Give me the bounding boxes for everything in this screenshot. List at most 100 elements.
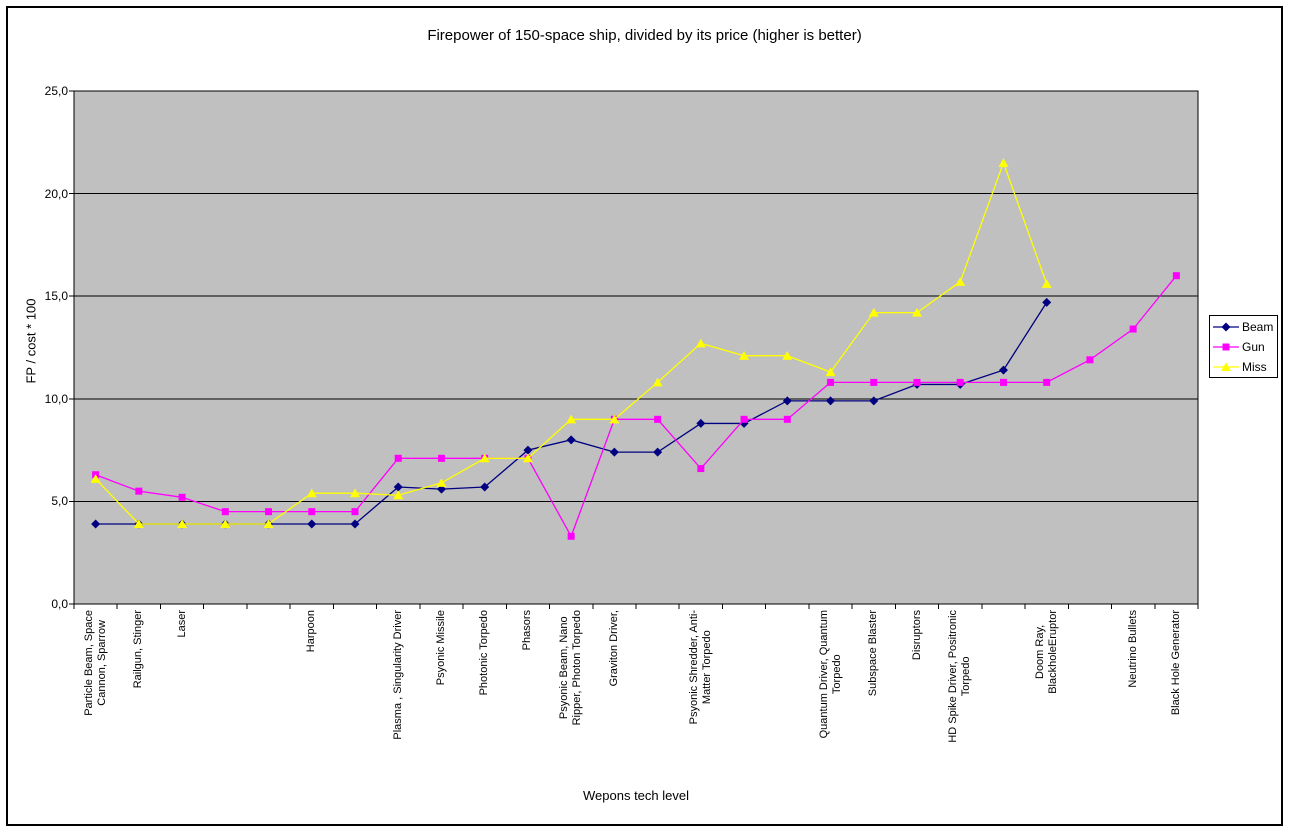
miss-data-point-marker [609, 414, 620, 424]
gun-legend-marker [1222, 343, 1230, 350]
gun-data-point-marker [567, 532, 575, 540]
legend-item-beam: Beam [1210, 317, 1277, 337]
beam-data-point-marker [350, 519, 360, 529]
gun-data-point-marker [265, 508, 273, 516]
miss-data-point-marker [868, 307, 879, 317]
x-category-label: Particle Beam, Space Cannon, Sparrow [82, 610, 108, 716]
chart-title: Firepower of 150-space ship, divided by … [427, 27, 862, 44]
x-category-label: Railgun, Stinger [132, 610, 145, 689]
miss-legend-marker-icon [1213, 361, 1239, 371]
y-axis-title: FP / cost * 100 [23, 298, 39, 384]
miss-data-point-marker [133, 519, 144, 528]
y-tick-label: 20,0 [44, 186, 68, 201]
gun-legend-marker-icon [1213, 343, 1239, 350]
x-category-label: Photonic Torpedo [478, 610, 491, 696]
miss-data-point-marker [306, 488, 317, 498]
gun-data-point-marker [827, 378, 835, 386]
beam-data-point-marker [480, 482, 490, 492]
x-category-label: Psyonic Beam, Nano Ripper, Photon Torpedo [558, 610, 584, 726]
miss-data-point-marker [393, 490, 404, 500]
miss-data-point-marker [998, 158, 1009, 167]
gun-data-point-marker [135, 487, 143, 495]
legend-label: Miss [1242, 359, 1267, 374]
beam-data-point-marker [998, 365, 1008, 375]
x-category-label: Subspace Blaster [867, 610, 880, 697]
y-tick-label: 15,0 [44, 289, 68, 304]
x-category-label: Neutrino Bullets [1126, 610, 1139, 688]
gun-data-point-marker [1129, 325, 1137, 333]
miss-legend-marker [1221, 361, 1231, 371]
miss-data-point-marker [566, 414, 577, 424]
gun-data-point-marker [308, 508, 316, 516]
gun-data-point-marker [221, 508, 229, 516]
beam-data-point-marker [393, 482, 403, 492]
miss-data-point-marker [739, 351, 750, 360]
gun-data-point-marker [697, 465, 705, 473]
beam-data-point-marker [566, 435, 576, 445]
x-category-label: Psyonic Shredder, Anti- Matter Torpedo [687, 610, 713, 725]
gun-data-point-marker [999, 378, 1007, 386]
series-miss [90, 158, 1052, 528]
miss-data-point-marker [177, 519, 188, 528]
x-category-label: Harpoon [305, 610, 318, 653]
gun-data-point-marker [913, 378, 921, 386]
y-tick-label: 5,0 [51, 494, 68, 509]
miss-data-point-marker [695, 338, 706, 348]
gun-data-point-marker [870, 378, 878, 386]
gun-data-point-marker [1043, 378, 1051, 386]
gun-data-point-marker [783, 415, 791, 423]
x-category-label: Laser [175, 610, 188, 638]
miss-data-point-marker [220, 519, 231, 528]
beam-data-point-marker [653, 447, 663, 457]
x-axis-title: Wepons tech level [583, 788, 689, 803]
gun-data-point-marker [351, 508, 359, 516]
beam-legend-marker-icon [1213, 322, 1239, 331]
miss-data-point-marker [955, 277, 966, 286]
miss-data-point-marker [522, 453, 533, 463]
gun-data-point-marker [956, 378, 964, 386]
miss-data-point-marker [350, 488, 360, 498]
x-category-label: Disruptors [910, 610, 923, 661]
x-category-label: Black Hole Generator [1169, 610, 1182, 716]
beam-data-point-marker [307, 519, 317, 529]
miss-data-point-marker [912, 307, 922, 317]
beam-data-point-marker [523, 445, 533, 455]
miss-data-point-marker [652, 377, 663, 387]
x-category-label: Quantum Driver, Quantum Torpedo [817, 610, 843, 739]
beam-data-point-marker [826, 396, 836, 406]
beam-data-point-marker [696, 418, 706, 428]
gun-data-point-marker [437, 454, 445, 462]
miss-data-point-marker [436, 478, 447, 487]
beam-data-point-marker [91, 519, 101, 529]
gun-data-point-marker [1086, 356, 1094, 364]
legend: Beam Gun Miss [1209, 315, 1278, 378]
x-category-label: HD Spike Driver, Positronic Torpedo [947, 610, 973, 743]
legend-item-miss: Miss [1210, 357, 1277, 377]
gun-data-point-marker [178, 493, 186, 501]
x-category-label: Psyonic Missile [434, 610, 447, 686]
miss-data-point-marker [90, 474, 101, 483]
miss-data-point-marker [782, 351, 793, 360]
miss-data-point-marker [263, 519, 274, 528]
miss-data-point-marker [825, 367, 836, 377]
plot-background [73, 90, 1199, 605]
y-tick-label: 25,0 [44, 84, 68, 98]
gun-data-point-marker [740, 415, 748, 423]
beam-data-point-marker [782, 396, 792, 406]
legend-item-gun: Gun [1210, 337, 1277, 357]
miss-data-point-marker [479, 453, 490, 463]
gun-line [95, 275, 1177, 538]
beam-legend-marker [1221, 322, 1231, 331]
x-category-label: Doom Ray, BlackholeEruptor [1033, 610, 1059, 694]
x-category-label: Phasors [521, 610, 534, 651]
beam-data-point-marker [869, 396, 879, 406]
miss-data-point-marker [1041, 279, 1052, 288]
gun-data-point-marker [394, 454, 402, 462]
gun-data-point-marker [1172, 272, 1180, 280]
legend-label: Gun [1242, 339, 1265, 354]
legend-label: Beam [1242, 319, 1274, 334]
y-tick-label: 0,0 [51, 597, 68, 611]
x-category-label: Graviton Driver, [607, 610, 620, 687]
